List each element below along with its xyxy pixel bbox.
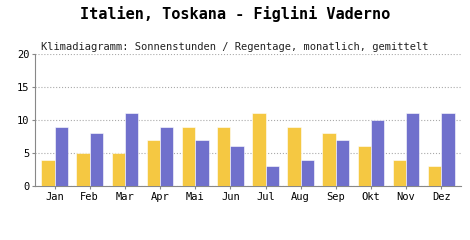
Bar xyxy=(41,160,55,186)
Bar xyxy=(182,127,195,186)
Bar xyxy=(358,146,371,186)
Text: Klimadiagramm: Sonnenstunden / Regentage, monatlich, gemittelt: Klimadiagramm: Sonnenstunden / Regentage… xyxy=(41,42,429,52)
Bar xyxy=(252,113,266,186)
Bar xyxy=(55,127,68,186)
Bar xyxy=(441,113,454,186)
Bar xyxy=(77,153,90,186)
Bar xyxy=(336,140,349,186)
Bar xyxy=(266,166,279,186)
Bar xyxy=(147,140,160,186)
Bar xyxy=(406,113,419,186)
Text: Italien, Toskana - Figlini Vaderno: Italien, Toskana - Figlini Vaderno xyxy=(80,6,390,22)
Bar xyxy=(428,166,441,186)
Bar xyxy=(160,127,173,186)
Bar xyxy=(195,140,209,186)
Bar xyxy=(217,127,230,186)
Bar xyxy=(322,133,336,186)
Bar xyxy=(371,120,384,186)
Bar xyxy=(287,127,301,186)
Bar xyxy=(230,146,244,186)
Bar xyxy=(301,160,314,186)
Bar xyxy=(393,160,406,186)
Bar xyxy=(111,153,125,186)
Text: Copyright (C) 2010 sonnenlaender.de: Copyright (C) 2010 sonnenlaender.de xyxy=(132,222,338,233)
Bar xyxy=(125,113,138,186)
Bar xyxy=(90,133,103,186)
